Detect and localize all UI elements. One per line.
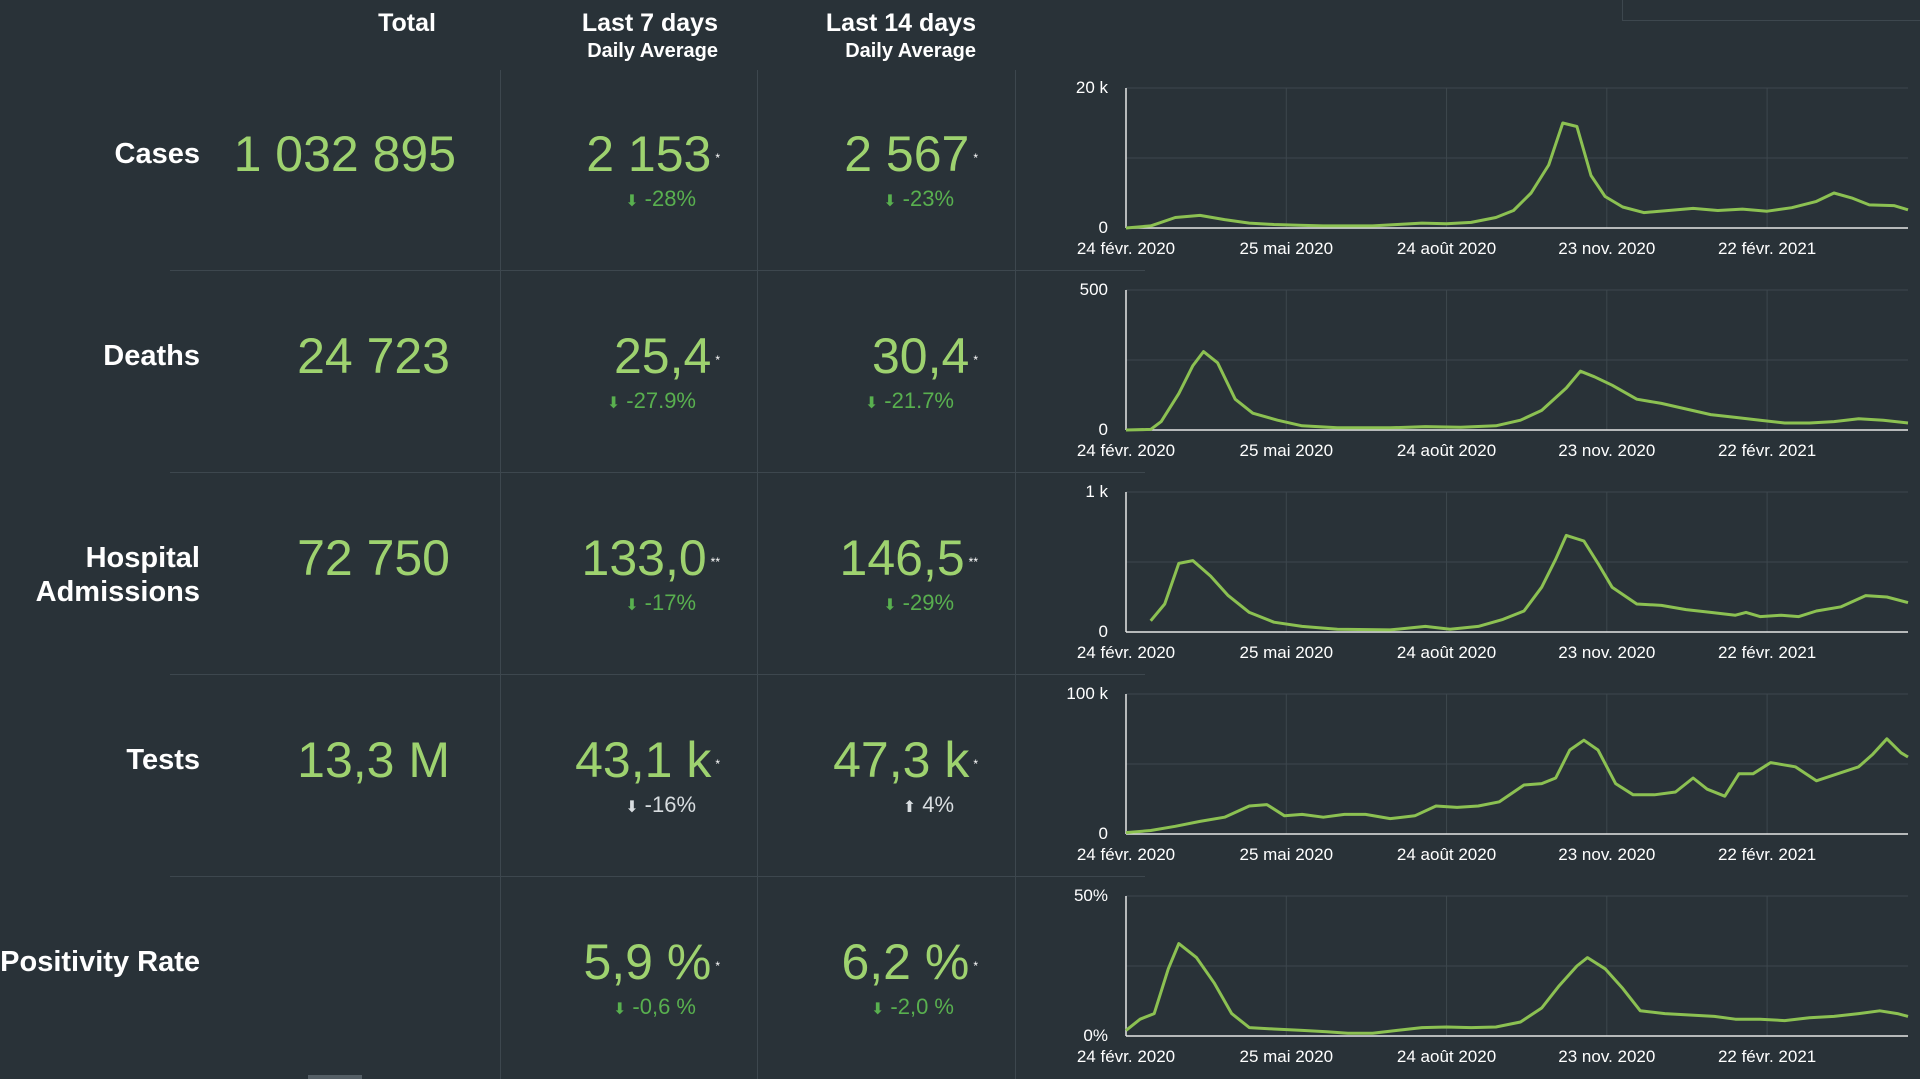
footnote-mark: ** bbox=[968, 555, 978, 569]
avg14-value: 2 567 * bbox=[780, 126, 978, 182]
avg14-number: 6,2 % bbox=[841, 934, 970, 990]
footnote-mark: * bbox=[715, 353, 720, 367]
header-last7: Last 7 days Daily Average bbox=[520, 8, 718, 64]
avg7-change: ⬇ -28% bbox=[560, 186, 696, 215]
avg14-value: 47,3 k * bbox=[780, 732, 978, 788]
arrow-down-icon: ⬇ bbox=[883, 193, 897, 210]
avg14-change: ⬆ 4% bbox=[820, 792, 954, 821]
x-tick-label: 25 mai 2020 bbox=[1239, 239, 1333, 258]
avg14-number: 30,4 bbox=[872, 328, 970, 384]
avg7-number: 2 153 bbox=[586, 126, 712, 182]
header-last14: Last 14 days Daily Average bbox=[760, 8, 976, 64]
row-label: Hospital Admissions bbox=[0, 541, 200, 609]
avg7-value: 2 153 * bbox=[520, 126, 720, 182]
total-value: 24 723 bbox=[297, 328, 450, 384]
avg7-value: 5,9 % * bbox=[520, 934, 720, 990]
x-tick-label: 22 févr. 2021 bbox=[1718, 239, 1816, 258]
avg14-change-text: -21.7% bbox=[884, 388, 954, 413]
x-tick-label: 23 nov. 2020 bbox=[1558, 239, 1655, 258]
row-label-line2: Admissions bbox=[35, 576, 200, 608]
avg14-value: 30,4 * bbox=[780, 328, 978, 384]
avg14-number: 2 567 bbox=[844, 126, 970, 182]
footnote-mark: * bbox=[973, 757, 978, 771]
bottom-scroll-indicator bbox=[308, 1075, 362, 1079]
column-divider bbox=[500, 70, 501, 1079]
row-label: Cases bbox=[114, 138, 200, 170]
avg14-change-text: -2,0 % bbox=[890, 994, 954, 1019]
avg14-change-text: -23% bbox=[902, 186, 954, 211]
avg14-value: 146,5 ** bbox=[780, 530, 978, 586]
footnote-mark: * bbox=[715, 959, 720, 973]
avg14-change: ⬇ -29% bbox=[820, 590, 954, 619]
avg7-number: 43,1 k bbox=[575, 732, 712, 788]
x-tick-label: 24 févr. 2020 bbox=[1077, 239, 1175, 258]
arrow-down-icon: ⬇ bbox=[625, 799, 639, 816]
avg14-change-text: -29% bbox=[902, 590, 954, 615]
avg14-change: ⬇ -2,0 % bbox=[820, 994, 954, 1023]
top-right-panel-edge bbox=[1622, 0, 1920, 21]
avg7-change-text: -27.9% bbox=[626, 388, 696, 413]
footnote-mark: ** bbox=[710, 555, 720, 569]
column-divider bbox=[1015, 70, 1016, 1079]
avg7-change: ⬇ -17% bbox=[560, 590, 696, 619]
row-divider bbox=[170, 674, 1145, 675]
avg7-number: 5,9 % bbox=[583, 934, 712, 990]
arrow-down-icon: ⬇ bbox=[864, 395, 879, 412]
header-last7-sublabel: Daily Average bbox=[587, 40, 718, 62]
row-divider bbox=[170, 876, 1145, 877]
row-label-line1: Hospital bbox=[85, 542, 200, 574]
arrow-down-icon: ⬇ bbox=[871, 1001, 885, 1018]
avg7-value: 133,0 ** bbox=[520, 530, 720, 586]
header-last14-label: Last 14 days bbox=[825, 9, 976, 37]
row-label: Positivity Rate bbox=[0, 946, 200, 978]
arrow-down-icon: ⬇ bbox=[883, 597, 897, 614]
avg7-change: ⬇ -16% bbox=[560, 792, 696, 821]
avg14-change: ⬇ -23% bbox=[820, 186, 954, 215]
footnote-mark: * bbox=[973, 353, 978, 367]
arrow-down-icon: ⬇ bbox=[625, 193, 639, 210]
avg14-number: 146,5 bbox=[839, 530, 965, 586]
y-tick-label: 0 bbox=[1099, 218, 1108, 237]
avg7-change: ⬇ -27.9% bbox=[560, 388, 696, 417]
avg14-value: 6,2 % * bbox=[780, 934, 978, 990]
header-total: Total bbox=[300, 8, 436, 38]
header-total-label: Total bbox=[378, 9, 436, 37]
arrow-down-icon: ⬇ bbox=[625, 597, 639, 614]
footnote-mark: * bbox=[715, 757, 720, 771]
column-divider bbox=[757, 70, 758, 1079]
avg7-change-text: -0,6 % bbox=[632, 994, 696, 1019]
series-line bbox=[1125, 121, 1909, 230]
footnote-mark: * bbox=[973, 959, 978, 973]
avg7-change-text: -17% bbox=[644, 590, 696, 615]
header-last14-sublabel: Daily Average bbox=[845, 40, 976, 62]
arrow-down-icon: ⬇ bbox=[613, 1001, 627, 1018]
footnote-mark: * bbox=[973, 151, 978, 165]
avg14-change-text: 4% bbox=[922, 792, 954, 817]
row-divider bbox=[170, 270, 1145, 271]
avg14-change: ⬇ -21.7% bbox=[820, 388, 954, 417]
x-tick-label: 24 août 2020 bbox=[1397, 239, 1496, 258]
avg14-number: 47,3 k bbox=[833, 732, 970, 788]
arrow-down-icon: ⬇ bbox=[606, 395, 621, 412]
header-last7-label: Last 7 days bbox=[581, 9, 718, 37]
avg7-number: 25,4 bbox=[614, 328, 712, 384]
total-value: 13,3 M bbox=[297, 732, 450, 788]
avg7-value: 43,1 k * bbox=[520, 732, 720, 788]
avg7-change: ⬇ -0,6 % bbox=[560, 994, 696, 1023]
row-label: Tests bbox=[126, 744, 200, 776]
avg7-value: 25,4 * bbox=[520, 328, 720, 384]
avg7-change-text: -28% bbox=[644, 186, 696, 211]
avg7-change-text: -16% bbox=[644, 792, 696, 817]
avg7-number: 133,0 bbox=[581, 530, 707, 586]
arrow-up-icon: ⬆ bbox=[902, 799, 917, 816]
total-value: 1 032 895 bbox=[233, 126, 456, 182]
y-tick-label: 20 k bbox=[1076, 78, 1109, 97]
row-divider bbox=[170, 472, 1145, 473]
row-label: Deaths bbox=[103, 340, 200, 372]
footnote-mark: * bbox=[715, 151, 720, 165]
total-value: 72 750 bbox=[297, 530, 450, 586]
